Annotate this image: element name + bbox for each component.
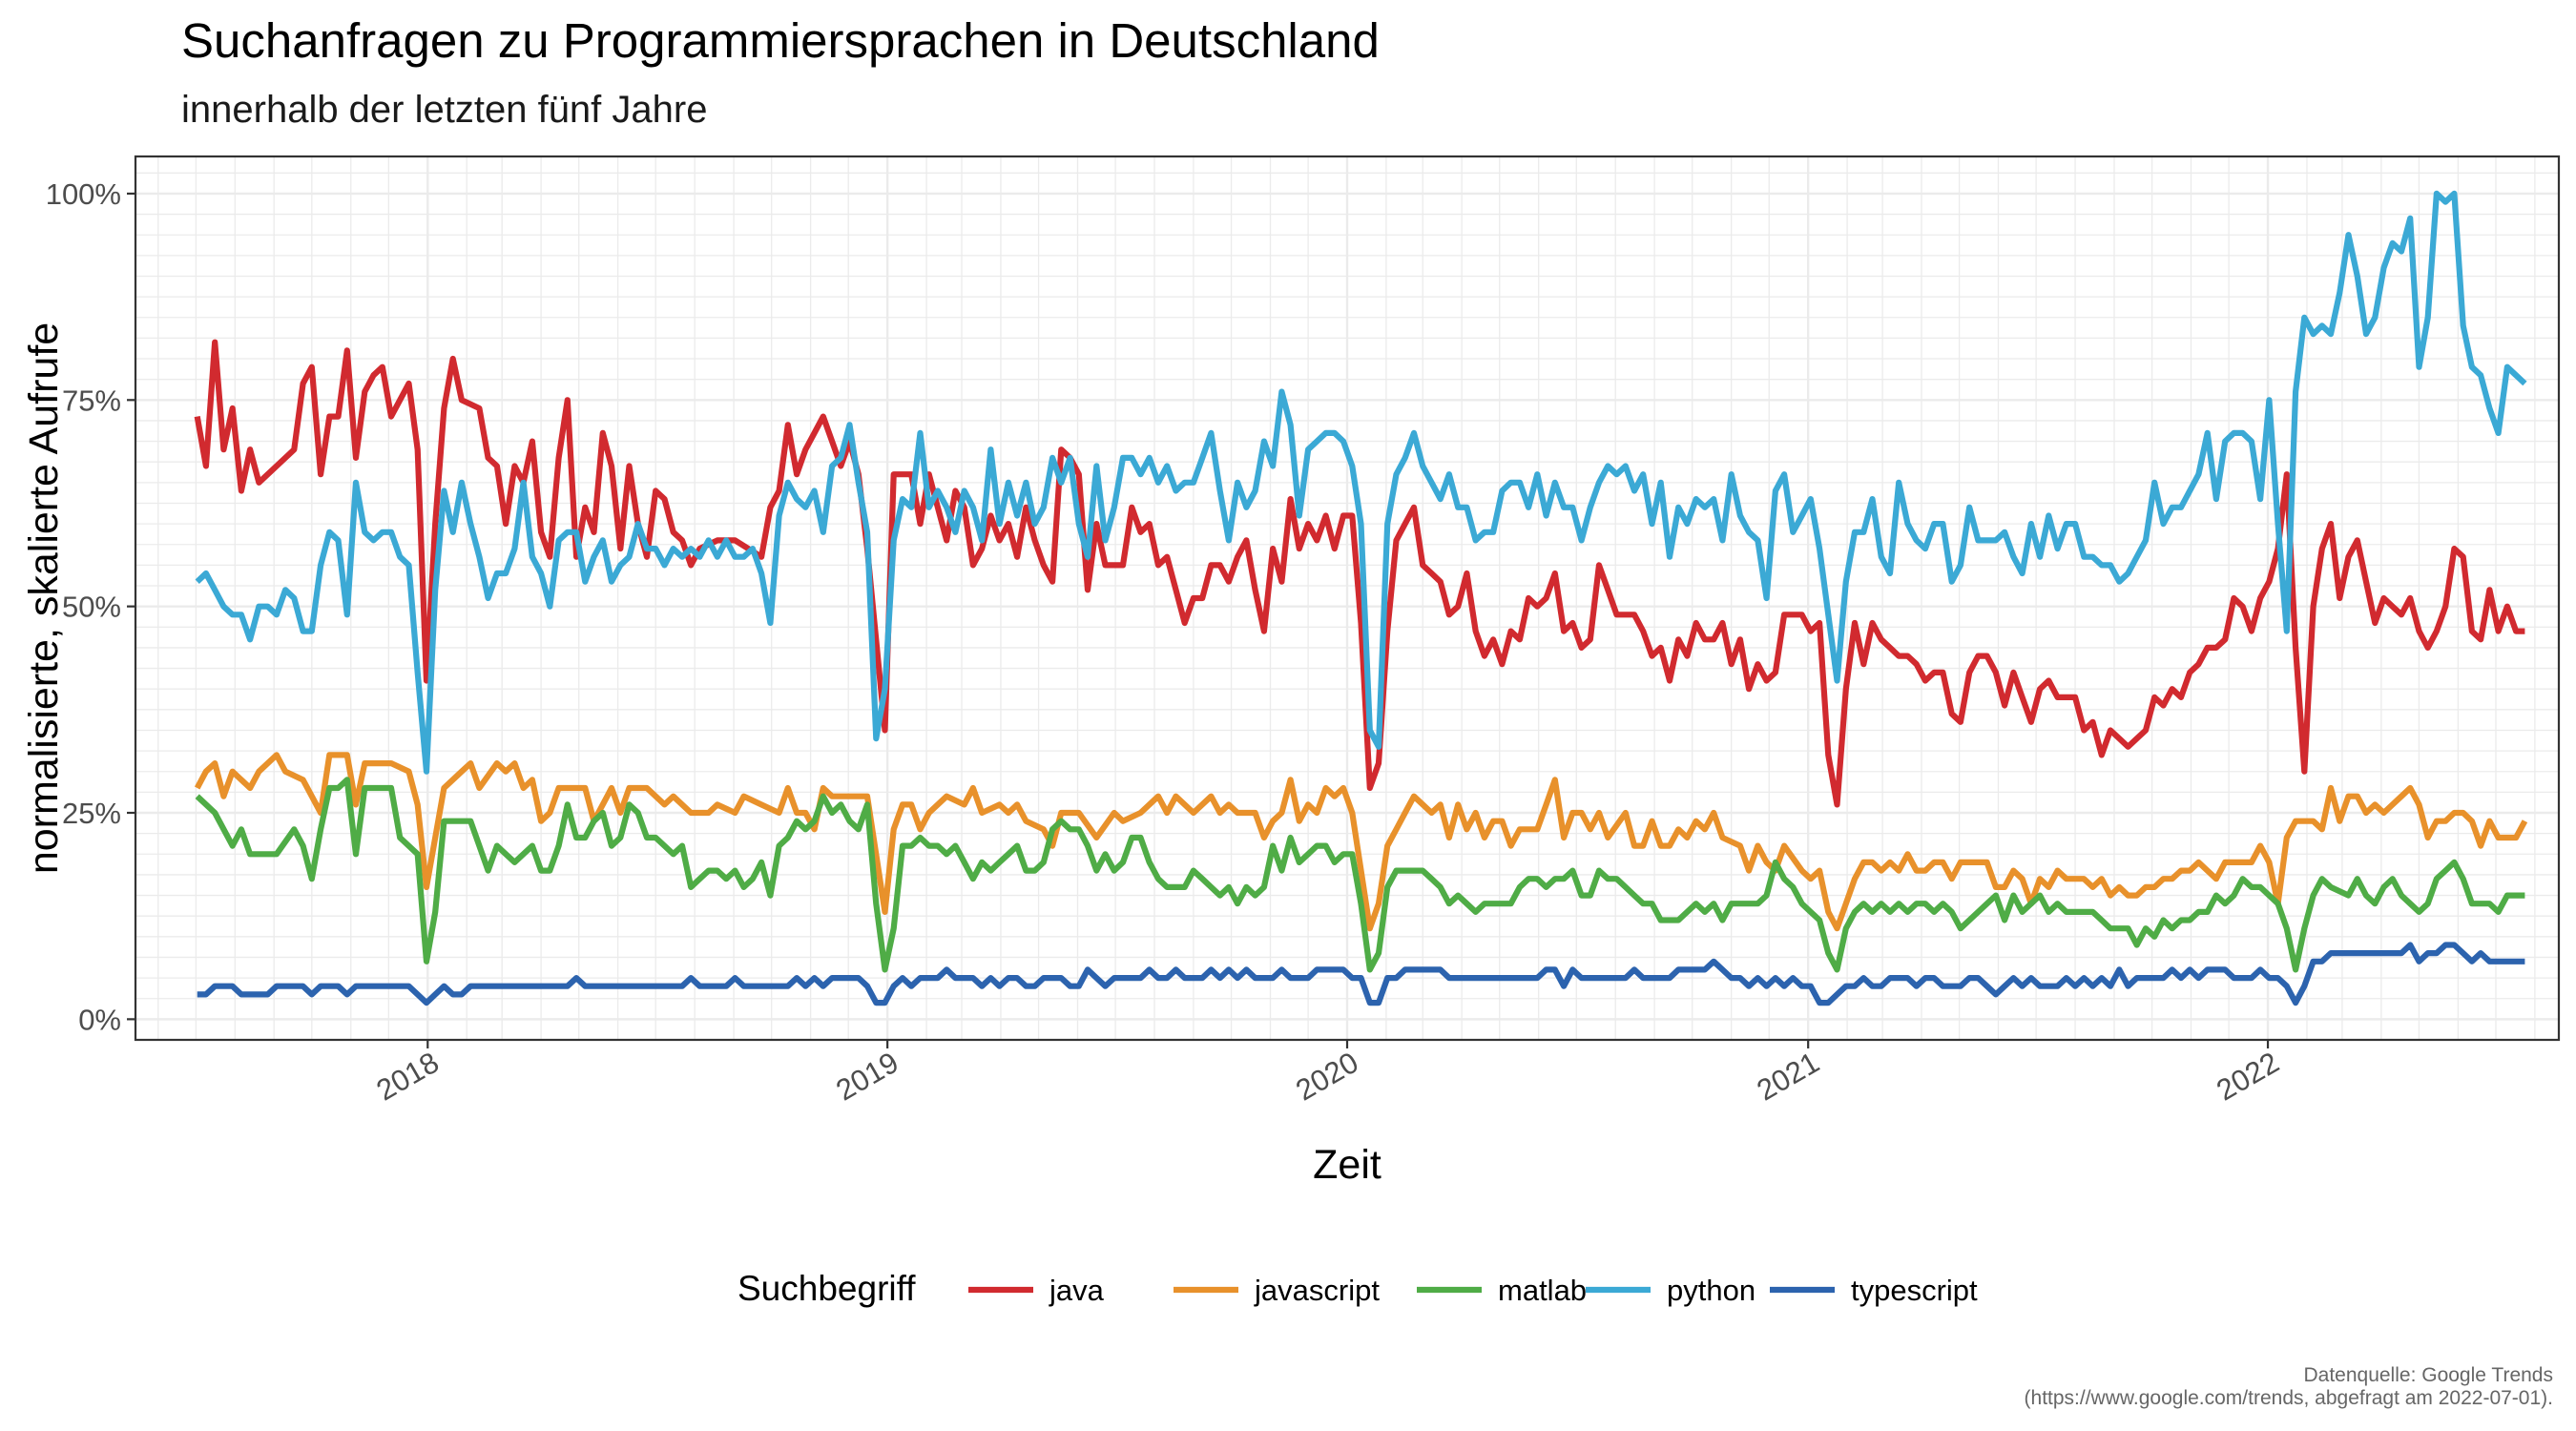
legend: Suchbegriff java javascript matlab python ty… bbox=[737, 1269, 1978, 1308]
legend-title: Suchbegriff bbox=[737, 1269, 916, 1308]
y-tick-label: 50% bbox=[62, 591, 121, 624]
legend-item-python: python bbox=[1586, 1274, 1755, 1307]
legend-label-javascript: javascript bbox=[1254, 1274, 1380, 1307]
series-line-java bbox=[194, 339, 2525, 808]
y-axis: 0% 25% 50% 75% 100% bbox=[46, 177, 135, 1036]
y-tick-label: 100% bbox=[46, 177, 121, 211]
legend-item-java: java bbox=[968, 1274, 1105, 1307]
x-axis-title: Zeit bbox=[1313, 1142, 1381, 1188]
y-tick-label: 25% bbox=[62, 797, 121, 830]
caption-line-2: (https://www.google.com/trends, abgefrag… bbox=[2025, 1387, 2553, 1409]
legend-label-matlab: matlab bbox=[1498, 1274, 1587, 1307]
legend-item-matlab: matlab bbox=[1417, 1274, 1587, 1307]
x-tick-label: 2020 bbox=[1290, 1046, 1363, 1108]
legend-label-python: python bbox=[1667, 1274, 1755, 1307]
x-axis: 2018 2019 2020 2021 2022 bbox=[371, 1040, 2285, 1108]
legend-label-typescript: typescript bbox=[1851, 1274, 1978, 1307]
chart-title: Suchanfragen zu Programmiersprachen in D… bbox=[181, 13, 1380, 68]
chart-subtitle: innerhalb der letzten fünf Jahre bbox=[181, 89, 707, 131]
series-line-typescript bbox=[197, 942, 2525, 1006]
legend-item-javascript: javascript bbox=[1174, 1274, 1380, 1307]
series-lines bbox=[194, 190, 2528, 1006]
x-tick-label: 2018 bbox=[371, 1046, 445, 1108]
legend-item-typescript: typescript bbox=[1770, 1274, 1978, 1307]
y-tick-label: 75% bbox=[62, 384, 121, 417]
series-line-python bbox=[195, 190, 2527, 775]
series-line-matlab bbox=[195, 777, 2525, 973]
legend-label-java: java bbox=[1049, 1274, 1105, 1307]
series-line-javascript bbox=[194, 752, 2528, 932]
plot-panel bbox=[134, 155, 2561, 1042]
y-axis-title: normalisierte, skalierte Aufrufe bbox=[21, 322, 67, 874]
x-tick-label: 2022 bbox=[2211, 1046, 2284, 1108]
y-tick-label: 0% bbox=[78, 1003, 121, 1036]
caption-line-1: Datenquelle: Google Trends bbox=[2303, 1364, 2553, 1386]
x-tick-label: 2021 bbox=[1751, 1046, 1824, 1108]
x-tick-label: 2019 bbox=[830, 1046, 904, 1108]
